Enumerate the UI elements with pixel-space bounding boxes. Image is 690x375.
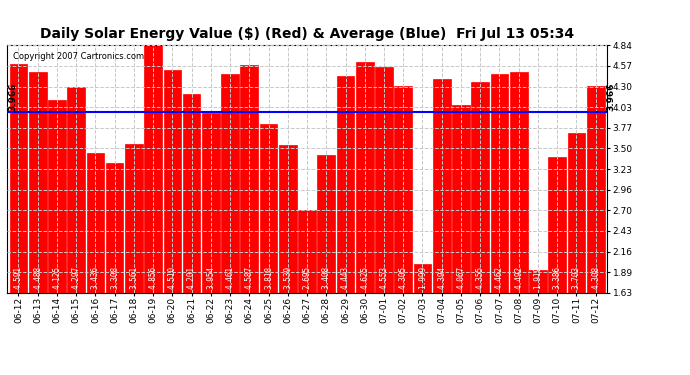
Text: 3.703: 3.703 xyxy=(572,266,581,289)
Bar xyxy=(356,62,373,375)
Bar xyxy=(279,145,297,375)
Bar xyxy=(259,124,277,375)
Text: 4.587: 4.587 xyxy=(245,266,254,289)
Text: 3.308: 3.308 xyxy=(110,266,119,289)
Bar xyxy=(48,100,66,375)
Bar xyxy=(395,86,412,375)
Text: 4.297: 4.297 xyxy=(72,266,81,289)
Text: 1.999: 1.999 xyxy=(418,266,427,289)
Text: 4.201: 4.201 xyxy=(187,266,196,289)
Bar xyxy=(86,153,104,375)
Text: 3.966: 3.966 xyxy=(9,82,18,111)
Bar xyxy=(375,67,393,375)
Text: 4.591: 4.591 xyxy=(14,266,23,289)
Bar xyxy=(144,44,162,375)
Bar xyxy=(106,163,124,375)
Text: 4.492: 4.492 xyxy=(514,266,523,289)
Bar xyxy=(510,72,528,375)
Text: 3.966: 3.966 xyxy=(607,82,615,111)
Text: 4.461: 4.461 xyxy=(226,266,235,289)
Text: 3.408: 3.408 xyxy=(322,266,331,289)
Text: 2.695: 2.695 xyxy=(302,266,312,289)
Text: 4.355: 4.355 xyxy=(475,266,484,289)
Bar xyxy=(491,74,509,375)
Text: Copyright 2007 Cartronics.com: Copyright 2007 Cartronics.com xyxy=(13,53,144,62)
Bar xyxy=(413,264,431,375)
Bar xyxy=(317,155,335,375)
Text: 3.436: 3.436 xyxy=(91,266,100,289)
Text: 4.856: 4.856 xyxy=(148,266,157,289)
Text: 4.308: 4.308 xyxy=(591,266,600,289)
Text: 4.462: 4.462 xyxy=(495,266,504,289)
Bar xyxy=(529,270,546,375)
Bar xyxy=(221,74,239,375)
Bar xyxy=(452,105,470,375)
Text: 3.386: 3.386 xyxy=(553,266,562,289)
Text: 3.561: 3.561 xyxy=(130,266,139,289)
Text: 4.305: 4.305 xyxy=(399,266,408,289)
Bar xyxy=(433,80,451,375)
Text: 1.919: 1.919 xyxy=(533,266,542,289)
Bar xyxy=(164,70,181,375)
Bar xyxy=(68,87,85,375)
Text: 4.443: 4.443 xyxy=(341,266,350,289)
Text: 4.488: 4.488 xyxy=(33,266,42,289)
Text: 4.125: 4.125 xyxy=(52,266,61,289)
Text: 3.539: 3.539 xyxy=(284,266,293,289)
Bar xyxy=(202,113,219,375)
Bar xyxy=(183,94,201,375)
Title: Daily Solar Energy Value ($) (Red) & Average (Blue)  Fri Jul 13 05:34: Daily Solar Energy Value ($) (Red) & Ave… xyxy=(40,27,574,41)
Bar xyxy=(586,86,604,375)
Bar xyxy=(471,82,489,375)
Bar xyxy=(337,76,355,375)
Text: 4.553: 4.553 xyxy=(380,266,388,289)
Bar xyxy=(298,210,316,375)
Text: 4.625: 4.625 xyxy=(360,266,369,289)
Text: 3.954: 3.954 xyxy=(206,266,215,289)
Text: 4.394: 4.394 xyxy=(437,266,446,289)
Bar xyxy=(29,72,46,375)
Bar xyxy=(10,64,28,375)
Bar xyxy=(125,144,143,375)
Text: 3.818: 3.818 xyxy=(264,266,273,289)
Bar xyxy=(549,157,566,375)
Text: 4.510: 4.510 xyxy=(168,266,177,289)
Text: 4.067: 4.067 xyxy=(457,266,466,289)
Bar xyxy=(241,64,258,375)
Bar xyxy=(568,133,585,375)
